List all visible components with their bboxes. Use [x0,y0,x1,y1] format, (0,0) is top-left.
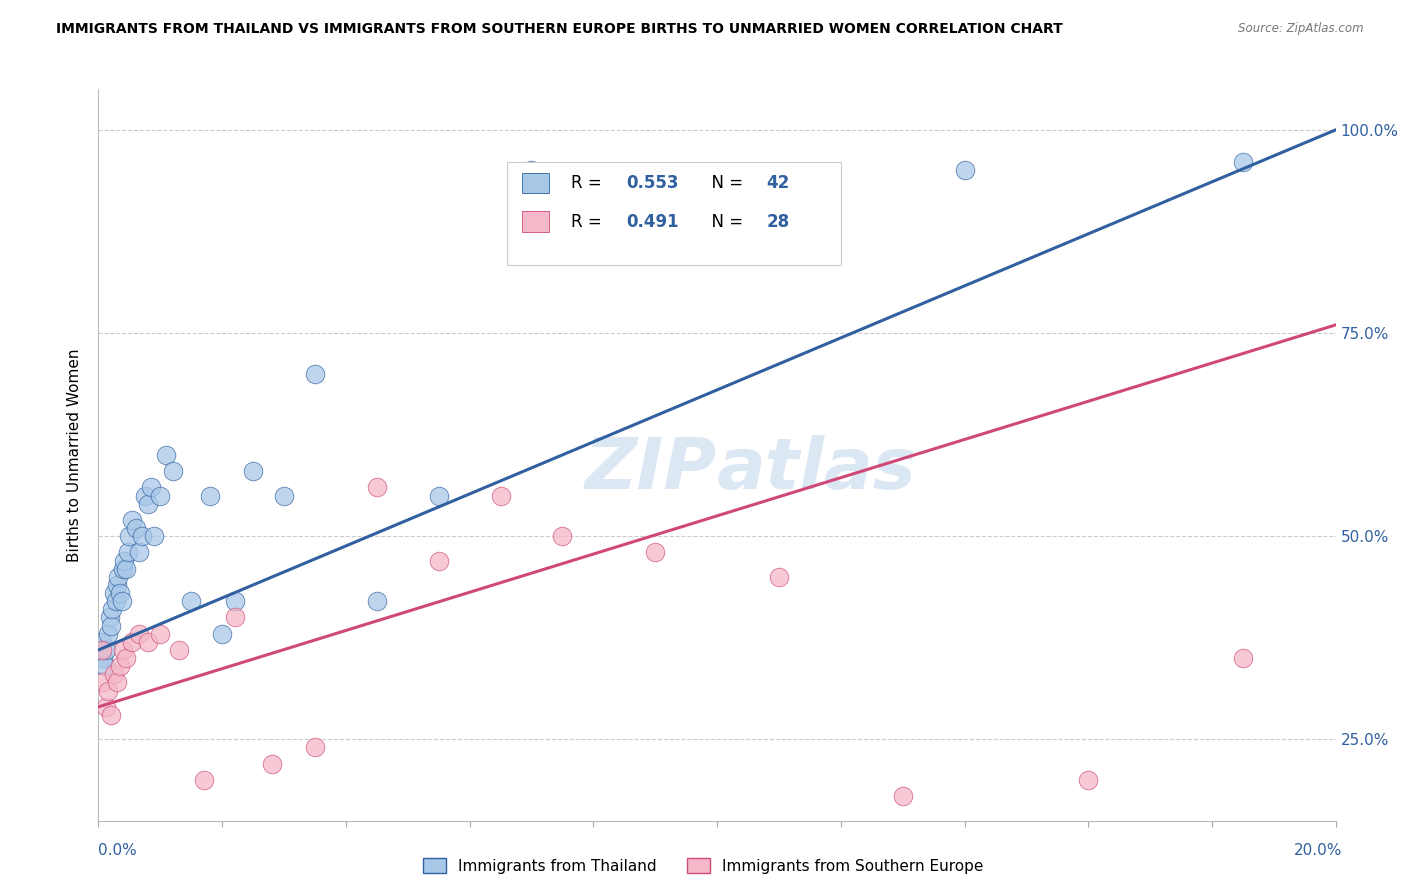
Point [128,626,150,640]
Point [131,529,153,543]
Point [103,667,125,681]
Point [115,562,138,576]
Point [139,480,162,494]
Point [90,643,112,657]
Text: Source: ZipAtlas.com: Source: ZipAtlas.com [1239,22,1364,36]
Point [107,570,129,584]
Point [94,699,117,714]
Point [98,610,121,624]
Point [101,602,124,616]
Text: 0.0%: 0.0% [98,843,138,858]
Point [103,586,125,600]
Point [108,586,131,600]
Point [273,489,295,503]
Text: atlas: atlas [717,435,917,504]
Point [105,578,128,592]
Point [93,659,115,673]
Point [143,529,166,543]
Point [180,594,202,608]
Point [117,545,139,559]
Y-axis label: Births to Unmarried Women: Births to Unmarried Women [66,348,82,562]
Point [91,651,114,665]
Point [136,635,159,649]
Point [366,594,388,608]
Point [111,594,134,608]
Point [149,626,172,640]
Legend: Immigrants from Thailand, Immigrants from Southern Europe: Immigrants from Thailand, Immigrants fro… [416,852,990,880]
Text: ZIP: ZIP [585,435,717,504]
Point [90,635,112,649]
Point [366,480,388,494]
Point [953,163,976,178]
Point [108,659,131,673]
Point [211,626,233,640]
Point [193,772,215,787]
Text: IMMIGRANTS FROM THAILAND VS IMMIGRANTS FROM SOUTHERN EUROPE BIRTHS TO UNMARRIED : IMMIGRANTS FROM THAILAND VS IMMIGRANTS F… [56,22,1063,37]
Point [198,489,221,503]
FancyBboxPatch shape [522,211,548,232]
Point [115,651,138,665]
Point [520,163,543,178]
Point [94,643,117,657]
Point [644,545,666,559]
Point [768,570,790,584]
Text: N =: N = [702,174,748,192]
Text: 0.491: 0.491 [627,212,679,231]
Point [1232,651,1254,665]
Point [97,683,120,698]
FancyBboxPatch shape [506,162,841,265]
Point [167,643,190,657]
Point [242,464,264,478]
Point [1232,155,1254,169]
Point [112,553,135,567]
Point [121,513,143,527]
Text: R =: R = [571,174,607,192]
Point [112,562,135,576]
Point [304,740,326,755]
Point [93,675,115,690]
Point [304,367,326,381]
Text: 42: 42 [766,174,790,192]
Point [162,464,184,478]
Point [97,626,120,640]
Point [891,789,914,804]
Point [104,594,127,608]
Point [134,489,156,503]
Point [100,708,122,723]
Point [155,448,177,462]
Point [427,489,450,503]
Point [118,529,141,543]
Text: 0.553: 0.553 [627,174,679,192]
Point [1077,772,1099,787]
Point [427,553,450,567]
Point [260,756,283,771]
Point [149,489,172,503]
Text: 28: 28 [766,212,790,231]
Point [105,675,128,690]
Text: N =: N = [702,212,748,231]
Point [121,635,143,649]
Text: 20.0%: 20.0% [1295,843,1343,858]
Point [112,643,135,657]
Point [128,545,150,559]
FancyBboxPatch shape [522,172,548,193]
Point [224,610,246,624]
Point [224,594,246,608]
Point [551,529,574,543]
Point [489,489,512,503]
Text: R =: R = [571,212,607,231]
Point [124,521,146,535]
Point [100,618,122,632]
Point [136,497,159,511]
